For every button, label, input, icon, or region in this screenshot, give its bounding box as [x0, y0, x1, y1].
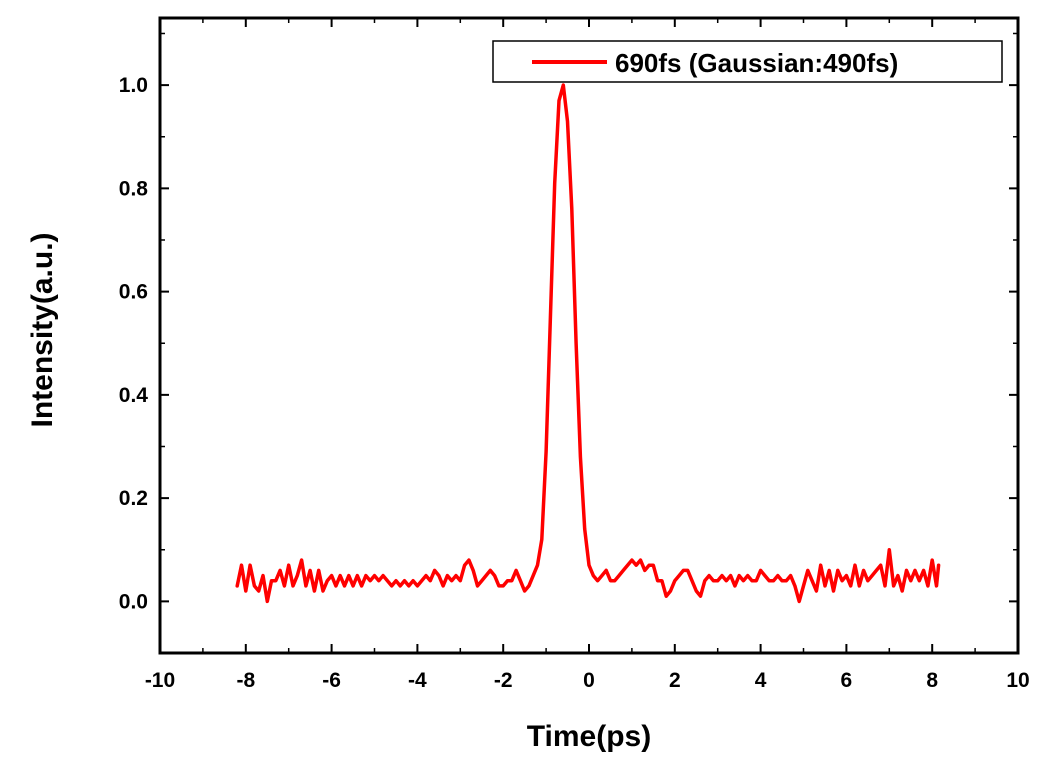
y-tick-label: 0.2 — [119, 487, 148, 510]
y-tick-label: 0.4 — [119, 384, 149, 407]
x-tick-label: -10 — [145, 669, 175, 692]
x-tick-label: -6 — [322, 669, 341, 692]
x-tick-label: -4 — [408, 669, 427, 692]
x-tick-label: 4 — [755, 669, 767, 692]
series-line-0 — [235, 83, 941, 604]
series-layer — [235, 83, 941, 604]
tick-labels: -10 -8 -6 -4 -2 0 2 4 6 8 10 0.0 0.2 0.4 0.6 0.8 1.0 — [119, 74, 1030, 692]
y-axis-title: Intensity(a.u.) — [26, 232, 59, 427]
legend-label: 690fs (Gaussian:490fs) — [615, 48, 898, 78]
x-tick-label: 0 — [583, 669, 595, 692]
y-tick-label: 0.8 — [119, 177, 149, 200]
x-tick-label: -8 — [236, 669, 255, 692]
x-axis-title: Time(ps) — [527, 720, 651, 753]
plot-area — [158, 16, 1020, 655]
x-tick-label: 2 — [669, 669, 681, 692]
x-tick-label: 10 — [1006, 669, 1029, 692]
x-tick-label: 8 — [926, 669, 938, 692]
x-tick-label: 6 — [841, 669, 853, 692]
y-tick-label: 1.0 — [119, 74, 148, 97]
x-tick-label: -2 — [494, 669, 513, 692]
legend: 690fs (Gaussian:490fs) — [492, 40, 1003, 83]
ticks — [159, 18, 1019, 654]
y-tick-label: 0.6 — [119, 281, 148, 304]
y-tick-label: 0.0 — [119, 590, 148, 613]
